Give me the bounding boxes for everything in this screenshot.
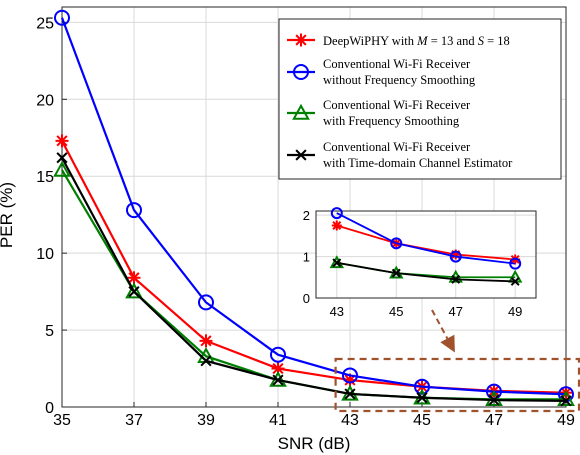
x-tick-label: 49 bbox=[557, 412, 575, 429]
zoom-arrow bbox=[431, 309, 455, 353]
x-tick-label: 41 bbox=[269, 412, 287, 429]
inset-plot: 43 45 47 49 0 1 2 bbox=[303, 207, 537, 319]
legend-marker bbox=[292, 103, 310, 120]
x-axis-label: SNR (dB) bbox=[278, 434, 351, 453]
y-tick-label: 20 bbox=[36, 92, 54, 109]
legend: DeepWiPHY with M = 13 and S = 18 Conventi… bbox=[278, 18, 562, 180]
data-point-1 bbox=[270, 346, 286, 363]
y-axis-label: PER (%) bbox=[0, 182, 16, 248]
legend-marker bbox=[295, 149, 307, 161]
inset-data-point-1 bbox=[390, 237, 403, 250]
series-line-3 bbox=[61, 157, 567, 402]
data-point-0 bbox=[55, 134, 69, 148]
data-point-1 bbox=[414, 378, 430, 395]
data-point-3 bbox=[416, 392, 428, 404]
x-tick-label: 47 bbox=[485, 412, 503, 429]
inset-x-tick-label: 45 bbox=[389, 304, 403, 319]
legend-entry-0: DeepWiPHY with M = 13 and S = 18 bbox=[287, 33, 510, 48]
inset-y-tick-label: 2 bbox=[303, 208, 310, 223]
inset-data-point-3 bbox=[332, 258, 342, 268]
inset-area bbox=[316, 211, 536, 298]
inset-series-line-0 bbox=[336, 224, 516, 261]
x-tick-label: 35 bbox=[53, 412, 71, 429]
series-group bbox=[53, 9, 575, 407]
y-tick-label: 15 bbox=[36, 169, 54, 186]
legend-entry-2: Conventional Wi-Fi Receiver with Frequenc… bbox=[287, 98, 471, 128]
inset-frame bbox=[315, 210, 537, 299]
zoom-highlight-box bbox=[334, 357, 580, 413]
plot-frame bbox=[61, 6, 567, 408]
data-point-1 bbox=[198, 294, 214, 311]
legend-label: Conventional Wi-Fi Receiver with Time-dom… bbox=[323, 140, 513, 170]
inset-data-point-1 bbox=[509, 257, 522, 270]
x-tick-label: 45 bbox=[413, 412, 431, 429]
legend-marker bbox=[293, 64, 309, 80]
y-tick-label: 5 bbox=[45, 323, 54, 340]
data-point-3 bbox=[56, 152, 68, 164]
data-point-2 bbox=[485, 390, 503, 407]
inset-data-point-0 bbox=[331, 220, 342, 231]
legend-entry-3: Conventional Wi-Fi Receiver with Time-dom… bbox=[287, 140, 513, 170]
data-point-1 bbox=[342, 367, 358, 384]
data-point-3 bbox=[488, 394, 500, 406]
x-tick-label: 39 bbox=[197, 412, 215, 429]
data-point-3 bbox=[560, 395, 572, 407]
data-point-1 bbox=[126, 202, 142, 219]
inset-series-line-3 bbox=[336, 261, 516, 283]
inset-y-tick-label: 0 bbox=[303, 291, 310, 306]
legend-box bbox=[278, 18, 562, 180]
zoom-region-highlight bbox=[334, 309, 580, 413]
y-tick-label: 25 bbox=[36, 15, 54, 32]
inset-data-point-3 bbox=[451, 274, 461, 284]
data-point-2 bbox=[125, 282, 143, 299]
inset-x-tick-label: 47 bbox=[448, 304, 462, 319]
legend-label: DeepWiPHY with M = 13 and S = 18 bbox=[323, 34, 510, 48]
data-point-0 bbox=[127, 271, 141, 285]
legend-label: Conventional Wi-Fi Receiver without Frequ… bbox=[323, 57, 476, 87]
data-point-0 bbox=[199, 334, 213, 348]
legend-label: Conventional Wi-Fi Receiver with Frequenc… bbox=[323, 98, 471, 128]
data-point-2 bbox=[53, 160, 71, 177]
inset-data-point-2 bbox=[329, 255, 345, 269]
legend-marker bbox=[294, 33, 308, 47]
y-tick-label: 10 bbox=[36, 246, 54, 263]
inset-series-group bbox=[329, 207, 523, 286]
inset-x-tick-label: 43 bbox=[330, 304, 344, 319]
data-point-3 bbox=[344, 388, 356, 400]
series-line-1 bbox=[60, 17, 567, 396]
inset-y-tick-label: 1 bbox=[303, 250, 310, 265]
data-point-3 bbox=[128, 286, 140, 298]
inset-data-point-3 bbox=[510, 276, 520, 286]
y-tick-label: 0 bbox=[45, 400, 54, 417]
legend-entry-1: Conventional Wi-Fi Receiver without Frequ… bbox=[287, 57, 476, 87]
data-point-1 bbox=[54, 9, 70, 26]
x-tick-label: 43 bbox=[341, 412, 359, 429]
inset-data-point-1 bbox=[449, 250, 462, 263]
data-point-3 bbox=[200, 355, 212, 367]
inset-data-point-1 bbox=[330, 207, 343, 220]
inset-series-line-1 bbox=[336, 212, 516, 265]
inset-data-point-3 bbox=[391, 268, 401, 278]
inset-x-tick-label: 49 bbox=[508, 304, 522, 319]
data-point-3 bbox=[272, 374, 284, 386]
x-tick-label: 37 bbox=[125, 412, 143, 429]
